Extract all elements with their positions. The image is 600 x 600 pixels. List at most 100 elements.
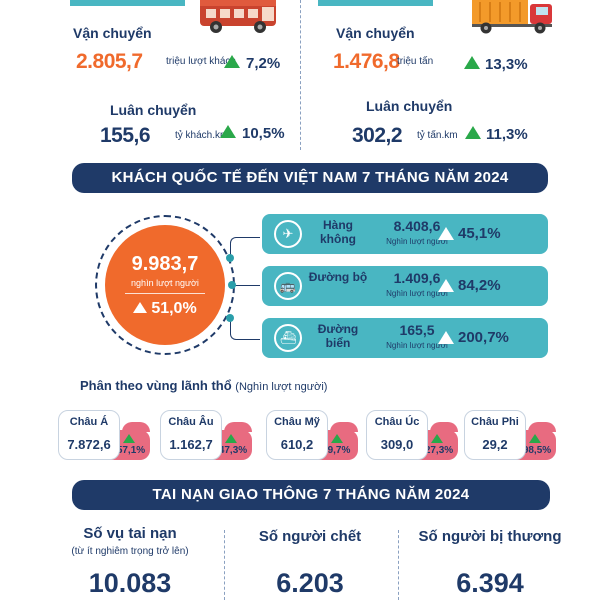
freight-rotation-unit: tỷ tấn.km bbox=[417, 130, 458, 141]
up-arrow-icon bbox=[465, 126, 481, 139]
region-tag-top bbox=[330, 422, 358, 432]
passenger-transport-unit: triệu lượt khách bbox=[166, 56, 236, 67]
bus-icon bbox=[200, 0, 276, 33]
up-arrow-icon bbox=[123, 434, 135, 443]
up-arrow-icon bbox=[464, 56, 480, 69]
total-visitors-pct: 51,0% bbox=[151, 300, 197, 317]
region-box bbox=[266, 410, 328, 460]
up-arrow-icon bbox=[431, 434, 443, 443]
region-value: 7.872,6 bbox=[67, 437, 111, 452]
connector-line bbox=[230, 318, 260, 340]
region-card: 98,5% Châu Phi 29,2 bbox=[464, 410, 556, 460]
accident-divider bbox=[224, 530, 225, 600]
mode-value: 1.409,6 bbox=[393, 270, 441, 286]
mode-value: 165,5 bbox=[399, 322, 435, 338]
region-title: Phân theo vùng lãnh thổ (Nghìn lượt ngườ… bbox=[80, 378, 327, 393]
connector-line bbox=[230, 237, 260, 259]
freight-header-strip bbox=[318, 0, 433, 6]
total-visitors-pct-row: 51,0% bbox=[105, 300, 225, 318]
mode-road-card: 🚌 Đường bộ 1.409,6 Nghìn lượt người 84,2… bbox=[262, 266, 548, 306]
region-name: Châu Úc bbox=[374, 416, 420, 428]
total-divider bbox=[125, 293, 205, 294]
car-icon: 🚌 bbox=[274, 272, 302, 300]
total-visitors-value: 9.983,7 bbox=[131, 253, 199, 275]
truck-icon bbox=[472, 0, 552, 34]
up-arrow-icon bbox=[438, 227, 454, 240]
connector-line bbox=[232, 285, 260, 286]
accident-count-sub: (từ ít nghiêm trọng trở lên) bbox=[71, 546, 189, 557]
freight-transport-label: Vận chuyển bbox=[336, 25, 415, 41]
ship-icon: ⛴ bbox=[274, 324, 302, 352]
region-name: Châu Âu bbox=[168, 416, 214, 428]
region-value: 1.162,7 bbox=[169, 437, 213, 452]
region-name: Châu Á bbox=[69, 416, 109, 428]
region-card: 47,3% Châu Âu 1.162,7 bbox=[160, 410, 252, 460]
deaths-value: 6.203 bbox=[276, 568, 344, 598]
region-box bbox=[160, 410, 222, 460]
passenger-header-strip bbox=[70, 0, 185, 6]
up-arrow-icon bbox=[331, 434, 343, 443]
mode-name: Đường biển bbox=[317, 322, 359, 350]
mode-pct: 84,2% bbox=[458, 277, 501, 294]
injured-value: 6.394 bbox=[456, 568, 524, 598]
region-pct: 47,3% bbox=[218, 445, 248, 456]
up-arrow-icon bbox=[220, 125, 236, 138]
region-tag-top bbox=[122, 422, 150, 432]
up-arrow-icon bbox=[438, 331, 454, 344]
mode-unit: Nghìn lượt người bbox=[386, 237, 448, 246]
freight-transport-pct: 13,3% bbox=[485, 56, 528, 73]
transport-divider bbox=[300, 0, 301, 150]
passenger-transport-label: Vận chuyển bbox=[73, 25, 152, 41]
region-pct: 27,3% bbox=[424, 445, 454, 456]
deaths-label: Số người chết bbox=[258, 528, 362, 545]
plane-icon: ✈ bbox=[274, 220, 302, 248]
accident-divider bbox=[398, 530, 399, 600]
connector-dot bbox=[226, 314, 234, 322]
region-card: 57,1% Châu Á 7.872,6 bbox=[58, 410, 150, 460]
mode-pct: 45,1% bbox=[458, 225, 501, 242]
freight-rotation-label: Luân chuyển bbox=[366, 98, 453, 114]
region-tag-top bbox=[430, 422, 458, 432]
region-tag-top bbox=[224, 422, 252, 432]
total-visitors-unit: nghìn lượt người bbox=[131, 278, 199, 288]
mode-value: 8.408,6 bbox=[393, 218, 441, 234]
region-name: Châu Mỹ bbox=[274, 416, 320, 428]
passenger-transport-pct: 7,2% bbox=[246, 55, 281, 72]
mode-sea-card: ⛴ Đường biển 165,5 Nghìn lượt người 200,… bbox=[262, 318, 548, 358]
total-visitors-circle: 9.983,7 nghìn lượt người 51,0% bbox=[105, 225, 225, 345]
passenger-rotation-value: 155,6 bbox=[100, 124, 151, 147]
up-arrow-icon bbox=[133, 302, 148, 313]
passenger-rotation-label: Luân chuyển bbox=[110, 102, 197, 118]
freight-rotation-pct: 11,3% bbox=[486, 126, 528, 143]
region-card: 9,7% Châu Mỹ 610,2 bbox=[266, 410, 358, 460]
accidents-section-title: TAI NẠN GIAO THÔNG 7 THÁNG NĂM 2024 bbox=[72, 480, 550, 510]
freight-transport-value: 1.476,8 bbox=[333, 50, 400, 73]
region-name: Châu Phi bbox=[471, 416, 519, 428]
mode-pct: 200,7% bbox=[458, 329, 509, 346]
region-box bbox=[58, 410, 120, 460]
mode-name: Hàng không bbox=[320, 218, 356, 246]
region-value: 610,2 bbox=[280, 437, 314, 452]
region-pct: 57,1% bbox=[116, 445, 146, 456]
accident-count-value: 10.083 bbox=[88, 568, 172, 598]
accident-count-label: Số vụ tai nạn bbox=[83, 525, 177, 542]
up-arrow-icon bbox=[224, 55, 240, 68]
passenger-rotation-pct: 10,5% bbox=[242, 125, 285, 142]
connector-dot bbox=[228, 281, 236, 289]
mode-unit: Nghìn lượt người bbox=[386, 341, 448, 350]
region-value: 309,0 bbox=[380, 437, 414, 452]
mode-air-card: ✈ Hàng không 8.408,6 Nghìn lượt người 45… bbox=[262, 214, 548, 254]
region-title-unit: (Nghìn lượt người) bbox=[235, 381, 328, 393]
passenger-transport-value: 2.805,7 bbox=[76, 50, 143, 73]
freight-rotation-value: 302,2 bbox=[352, 124, 403, 147]
up-arrow-icon bbox=[529, 434, 541, 443]
passenger-rotation-unit: tỷ khách.km bbox=[175, 130, 229, 141]
region-title-text: Phân theo vùng lãnh thổ bbox=[80, 378, 232, 393]
up-arrow-icon bbox=[225, 434, 237, 443]
region-tag-top bbox=[528, 422, 556, 432]
mode-name: Đường bộ bbox=[308, 270, 368, 284]
freight-transport-unit: triệu tấn bbox=[397, 56, 434, 67]
injured-label: Số người bị thương bbox=[418, 528, 562, 545]
region-box bbox=[366, 410, 428, 460]
mode-unit: Nghìn lượt người bbox=[386, 289, 448, 298]
